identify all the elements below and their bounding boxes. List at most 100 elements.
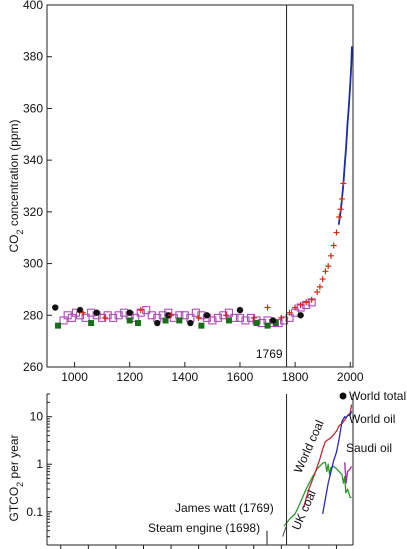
point-ice-core-b <box>88 320 95 327</box>
point-ice-core-a <box>114 311 123 320</box>
point-ice-core-c <box>297 312 304 319</box>
point-firn <box>250 314 257 321</box>
point-ice-core-b <box>264 322 271 329</box>
point-firn <box>322 268 329 275</box>
point-ice-core-b <box>253 320 260 327</box>
point-firn <box>278 314 285 321</box>
point-ice-core-a <box>63 311 72 320</box>
label-uk-coal: UK coal <box>289 488 319 532</box>
point-ice-core-a <box>67 313 76 322</box>
point-ice-core-c <box>52 304 59 311</box>
top-y-tick-label: 400 <box>23 0 43 12</box>
point-ice-core-a <box>224 308 233 317</box>
point-firn <box>338 195 345 202</box>
point-ice-core-a <box>235 313 245 322</box>
point-firn <box>327 252 334 259</box>
point-ice-core-a <box>103 311 112 320</box>
top-y-tick-label: 380 <box>23 50 43 64</box>
point-ice-core-c <box>93 309 100 316</box>
top-y-tick-label: 280 <box>23 308 43 322</box>
point-ice-core-a <box>280 316 289 325</box>
series-atmospheric-line <box>337 46 353 225</box>
point-ice-core-c <box>269 317 277 324</box>
bottom-data-lines <box>266 404 353 545</box>
top-x-tick-label: 1000 <box>61 370 88 384</box>
bottom-axis-ticks: 0.1 1 10 <box>26 393 337 549</box>
top-plot-frame <box>46 4 354 368</box>
point-ice-core-b <box>272 320 279 327</box>
top-y-tick-label: 260 <box>23 360 43 374</box>
point-firn <box>325 263 332 270</box>
point-firn <box>303 299 310 306</box>
point-firn <box>314 289 321 296</box>
point-ice-core-c <box>203 312 211 319</box>
point-firn <box>79 309 86 316</box>
point-ice-core-c <box>187 319 194 327</box>
top-x-tick-label: 1200 <box>116 370 143 384</box>
point-firn <box>330 242 337 249</box>
point-ice-core-c <box>154 319 161 327</box>
point-firn <box>336 214 343 221</box>
point-ice-core-c <box>126 309 133 316</box>
point-firn <box>337 206 344 213</box>
bottom-y-axis-title: GTCO2 per year <box>7 434 25 521</box>
point-ice-core-b <box>162 317 169 324</box>
top-y-tick-label: 340 <box>23 153 43 167</box>
bottom-y-tick-label: 10 <box>30 410 44 424</box>
point-firn <box>286 309 293 316</box>
point-firn <box>297 301 304 308</box>
top-x-tick-label: 2000 <box>337 370 364 384</box>
point-ice-core-b <box>134 320 141 327</box>
point-firn <box>101 314 108 321</box>
top-x-tick-label: 1400 <box>171 370 198 384</box>
point-ice-core-a <box>147 311 156 320</box>
top-y-tick-label: 300 <box>23 257 43 271</box>
point-ice-core-b <box>198 322 205 329</box>
top-x-tick-label: 1800 <box>282 370 309 384</box>
point-firn <box>308 296 315 303</box>
vline-label-1769: 1769 <box>256 347 283 361</box>
point-firn <box>264 304 271 311</box>
point-firn <box>195 314 202 321</box>
point-firn <box>168 312 175 319</box>
label-steam-engine: Steam engine (1698) <box>148 521 260 535</box>
point-ice-core-a <box>109 313 118 322</box>
point-firn <box>223 312 230 319</box>
point-firn <box>137 307 144 314</box>
series-world-oil-line <box>322 411 353 515</box>
point-ice-core-b <box>55 322 62 329</box>
point-ice-core-c <box>76 306 84 314</box>
top-y-tick-label: 360 <box>23 101 43 115</box>
top-data-marks <box>52 46 353 329</box>
point-firn <box>333 229 340 236</box>
point-firn <box>319 276 326 283</box>
point-ice-core-a <box>208 316 217 325</box>
point-ice-core-c <box>236 306 244 314</box>
top-axis-ticks: 260 280 300 320 340 360 380 400 1000 1200 1400 1600… <box>23 0 364 384</box>
bottom-y-tick-label: 1 <box>36 457 43 471</box>
top-y-axis-title: CO2 concentration (ppm) <box>7 119 25 252</box>
point-firn <box>340 180 347 187</box>
point-ice-core-a <box>213 313 222 322</box>
emissions-chart: 0.1 1 10 GTCO2 per year World total World … <box>7 389 406 549</box>
point-ice-core-a <box>180 311 189 320</box>
label-saudi-oil: Saudi oil <box>346 441 392 455</box>
label-world-oil: World oil <box>349 412 395 426</box>
series-saudi-oil-line <box>344 462 353 484</box>
point-ice-core-b <box>176 317 183 324</box>
series-pre-watt-line <box>282 525 288 537</box>
point-ice-core-a <box>59 316 68 325</box>
point-ice-core-a <box>241 316 250 325</box>
label-world-coal: World coal <box>291 418 327 475</box>
label-james-watt: James watt (1769) <box>175 501 274 515</box>
point-ice-core-b <box>225 317 232 324</box>
point-firn <box>292 304 299 311</box>
point-firn <box>316 283 323 290</box>
co2-concentration-chart: 260 280 300 320 340 360 380 400 1000 1200 1400 1600… <box>7 0 364 384</box>
top-y-tick-label: 320 <box>23 205 43 219</box>
point-ice-core-a <box>81 313 90 322</box>
point-ice-core-a <box>191 308 200 317</box>
point-ice-core-b <box>126 317 133 324</box>
world-total-marker <box>339 392 347 400</box>
